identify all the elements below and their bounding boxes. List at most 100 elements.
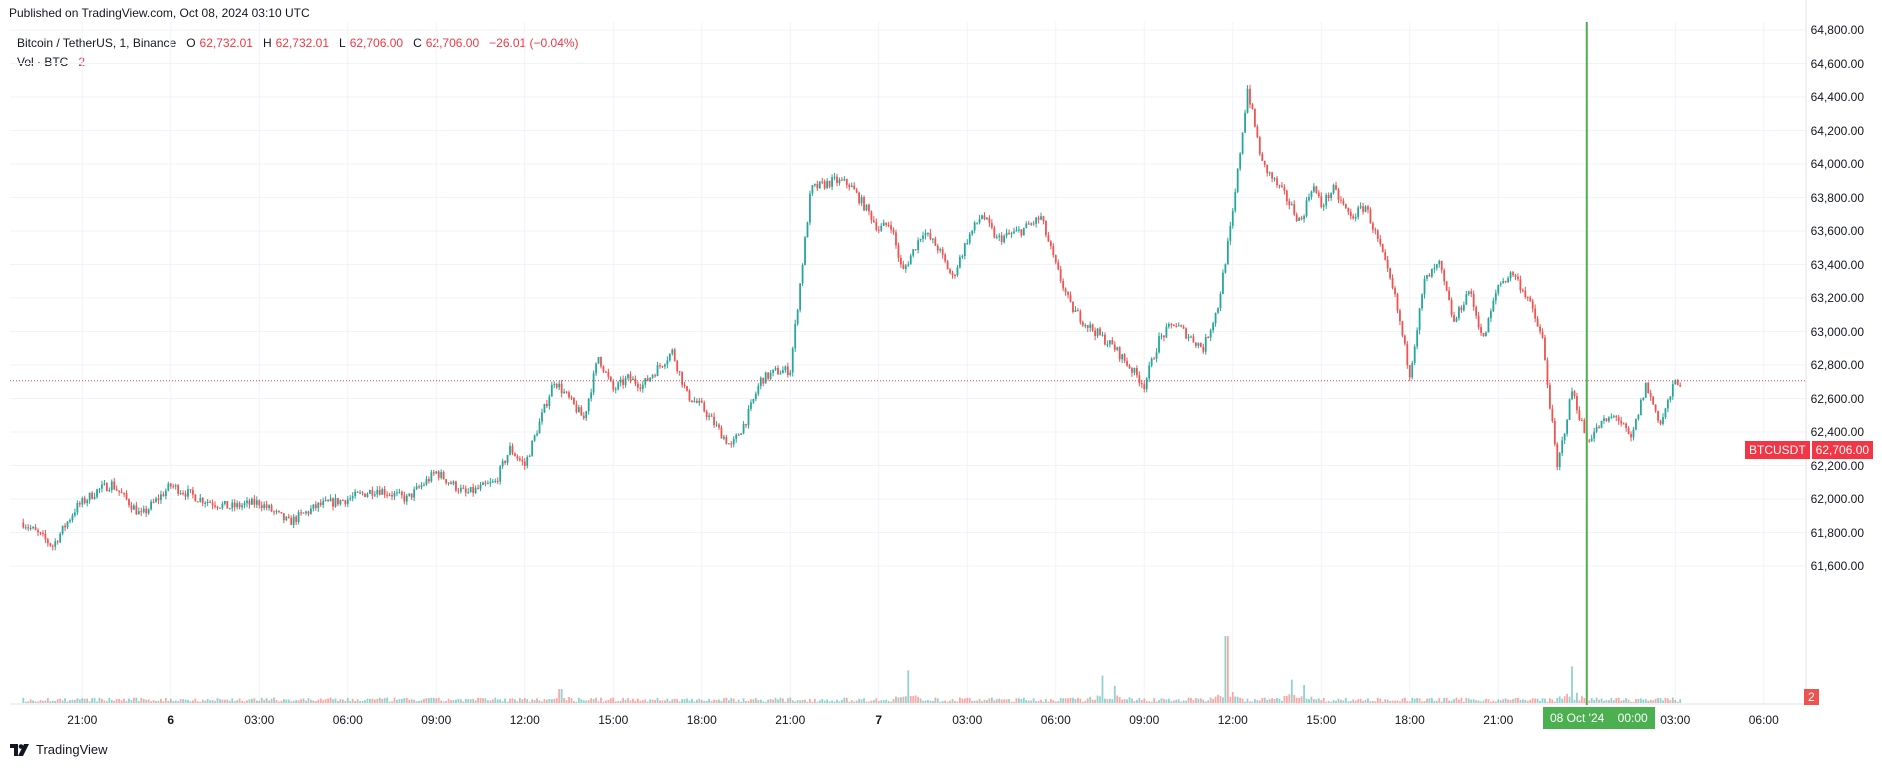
candle-body bbox=[172, 486, 175, 488]
candle-body bbox=[1219, 293, 1222, 309]
candle-body bbox=[1573, 391, 1576, 397]
volume-bar bbox=[1263, 697, 1266, 703]
volume-bar bbox=[1047, 701, 1050, 703]
volume-bar bbox=[1204, 701, 1207, 703]
candle-body bbox=[356, 491, 359, 493]
candle-body bbox=[580, 407, 583, 416]
volume-bar bbox=[455, 699, 457, 703]
volume-bar bbox=[656, 697, 659, 703]
volume-bar bbox=[238, 698, 241, 703]
volume-bar bbox=[700, 699, 703, 703]
volume-bar bbox=[1558, 696, 1561, 703]
volume-bar bbox=[548, 698, 551, 703]
candle-body bbox=[295, 516, 298, 523]
candle-body bbox=[258, 500, 261, 506]
volume-bar bbox=[1676, 701, 1679, 703]
candle-body bbox=[329, 498, 332, 502]
volume-bar bbox=[651, 699, 654, 703]
candle-body bbox=[779, 373, 782, 375]
volume-bar bbox=[113, 700, 116, 703]
candle-body bbox=[105, 483, 108, 492]
volume-bar bbox=[263, 699, 266, 703]
volume-bar bbox=[1576, 692, 1578, 703]
candle-body bbox=[1644, 382, 1647, 398]
volume-bar bbox=[902, 696, 905, 703]
volume-bar bbox=[187, 699, 189, 703]
candle-body bbox=[816, 183, 819, 189]
candle-body bbox=[904, 265, 907, 269]
volume-bar bbox=[1214, 696, 1217, 703]
volume-bar bbox=[963, 698, 966, 703]
candle-body bbox=[585, 411, 588, 419]
volume-bar bbox=[673, 698, 676, 703]
candle-body bbox=[428, 479, 430, 482]
candle-body bbox=[1517, 276, 1519, 280]
volume-bar bbox=[1625, 698, 1628, 703]
close-label: C bbox=[413, 36, 422, 50]
legend-volume-row: Vol · BTC 2 bbox=[17, 53, 579, 72]
candle-body bbox=[1507, 278, 1510, 283]
candle-body bbox=[142, 508, 145, 512]
candle-body bbox=[757, 385, 760, 394]
candle-body bbox=[184, 493, 187, 497]
candle-body bbox=[818, 181, 821, 189]
candle-body bbox=[1229, 225, 1232, 241]
time-tick-label: 03:00 bbox=[244, 713, 275, 727]
candle-body bbox=[986, 217, 988, 220]
candle-body bbox=[909, 255, 912, 265]
volume-bar bbox=[914, 695, 917, 703]
volume-bar bbox=[1195, 698, 1197, 703]
volume-bar bbox=[356, 699, 359, 703]
volume-bar bbox=[698, 698, 701, 703]
candle-body bbox=[1204, 336, 1207, 352]
volume-bar bbox=[1504, 698, 1507, 703]
candle-body bbox=[1067, 292, 1069, 296]
volume-bar bbox=[563, 698, 566, 703]
volume-bar bbox=[1170, 700, 1173, 703]
candle-body bbox=[1679, 385, 1682, 387]
volume-bar bbox=[1372, 701, 1374, 703]
candle-body bbox=[1244, 112, 1246, 133]
volume-label[interactable]: Vol · BTC bbox=[17, 55, 69, 69]
candle-body bbox=[988, 217, 991, 223]
volume-bar bbox=[369, 698, 371, 703]
volume-bar bbox=[1649, 699, 1652, 703]
volume-bar bbox=[491, 699, 494, 703]
candle-body bbox=[629, 374, 632, 381]
candle-body bbox=[703, 402, 706, 412]
volume-bar bbox=[627, 698, 629, 703]
symbol-title[interactable]: Bitcoin / TetherUS, 1, Binance bbox=[17, 36, 177, 50]
volume-bar bbox=[1081, 701, 1084, 703]
candle-body bbox=[727, 443, 730, 445]
candle-body bbox=[1499, 283, 1502, 285]
volume-bar bbox=[838, 701, 841, 703]
volume-bar bbox=[1608, 700, 1610, 703]
candle-body bbox=[531, 440, 534, 456]
candle-body bbox=[1536, 318, 1539, 327]
candle-body bbox=[528, 455, 531, 457]
volume-bar bbox=[177, 701, 180, 703]
volume-bar bbox=[1411, 697, 1414, 703]
candle-body bbox=[1231, 210, 1234, 226]
volume-bar bbox=[292, 700, 295, 703]
candle-body bbox=[366, 493, 369, 497]
volume-bar bbox=[1477, 700, 1480, 703]
volume-bar bbox=[900, 697, 902, 703]
candle-body bbox=[341, 500, 344, 502]
volume-bar bbox=[1322, 697, 1325, 703]
candle-body bbox=[101, 484, 103, 489]
volume-bar bbox=[105, 701, 108, 703]
chart-legend: Bitcoin / TetherUS, 1, Binance O 62,732.0… bbox=[17, 34, 579, 72]
volume-bar bbox=[981, 701, 983, 703]
candle-body bbox=[573, 397, 575, 405]
volume-bar bbox=[895, 696, 897, 703]
candle-body bbox=[836, 176, 838, 184]
candle-body bbox=[187, 489, 189, 497]
volume-bar bbox=[1104, 698, 1106, 703]
volume-bar bbox=[270, 698, 273, 703]
volume-bar bbox=[452, 700, 455, 703]
candle-body bbox=[1416, 330, 1419, 347]
candle-body bbox=[1310, 191, 1313, 198]
candle-body bbox=[359, 492, 361, 494]
